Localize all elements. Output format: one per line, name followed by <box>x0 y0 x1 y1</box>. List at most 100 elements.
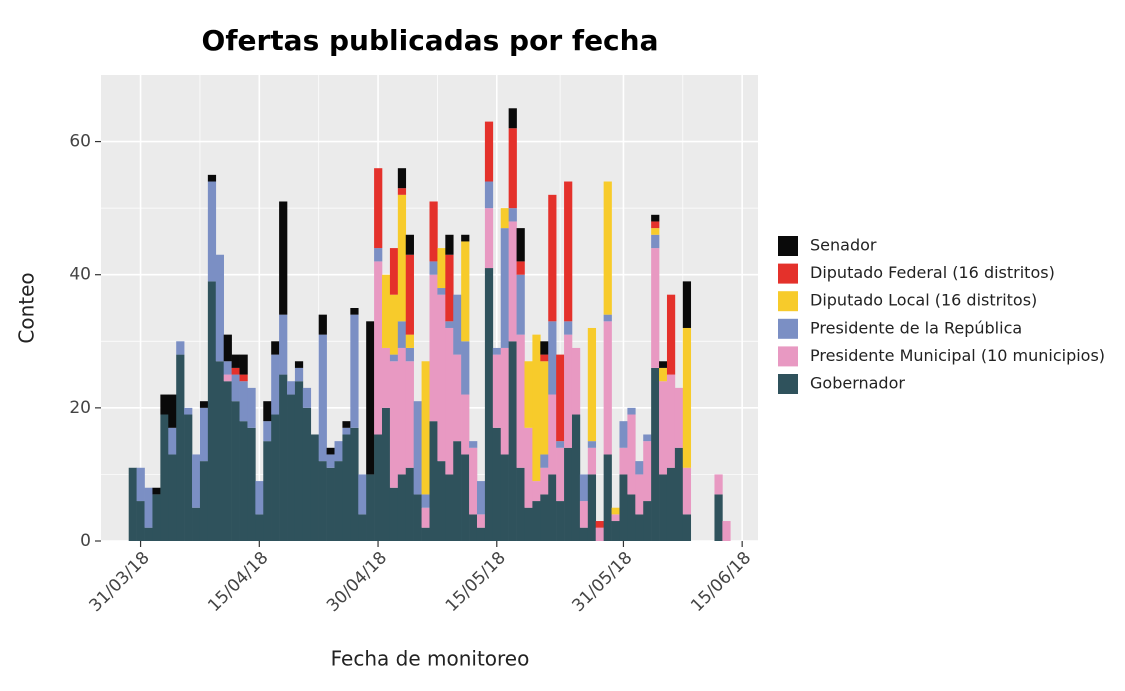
bar-segment <box>579 527 589 541</box>
bar-segment <box>445 474 454 541</box>
bar-segment <box>579 474 589 502</box>
bar-segment <box>397 347 407 475</box>
bar-segment <box>548 394 557 475</box>
bar-segment <box>611 514 620 522</box>
bar-segment <box>674 447 684 541</box>
bar-segment <box>445 321 454 328</box>
bar-segment <box>635 474 644 515</box>
bar-segment <box>382 274 391 348</box>
bar-segment <box>476 481 486 515</box>
bar-segment <box>635 461 644 475</box>
bar-segment <box>413 494 422 541</box>
bar-segment <box>674 387 684 448</box>
bar-segment <box>144 487 153 528</box>
bar-segment <box>516 334 525 468</box>
bar-segment <box>231 374 240 402</box>
bar-segment <box>136 501 145 541</box>
bar-segment <box>405 347 414 362</box>
bar-segment <box>548 321 557 395</box>
bar-segment <box>635 514 644 541</box>
bar-segment <box>564 181 573 322</box>
bar-segment <box>500 208 509 229</box>
bar-segment <box>643 434 652 442</box>
bar-segment <box>389 294 399 355</box>
bar-segment <box>651 367 660 541</box>
x-tick-label: 15/05/18 <box>442 548 510 616</box>
bar-segment <box>397 168 407 189</box>
bar-segment <box>168 427 177 455</box>
bar-segment <box>548 194 557 322</box>
bar-segment <box>287 381 296 395</box>
bar-segment <box>350 308 359 315</box>
bar-segment <box>342 427 351 435</box>
bar-segment <box>184 407 193 415</box>
bar-segment <box>152 487 161 495</box>
bar-segment <box>239 374 248 382</box>
bar-segment <box>508 108 517 129</box>
bar-segment <box>374 261 383 435</box>
bar-segment <box>199 401 209 408</box>
bar-segment <box>540 361 549 455</box>
bar-segment <box>271 414 280 541</box>
bar-segment <box>413 401 422 495</box>
bar-segment <box>374 168 383 249</box>
bar-segment <box>326 447 335 455</box>
legend-label: Diputado Local (16 distritos) <box>810 291 1037 310</box>
legend-label: Presidente Municipal (10 municipios) <box>810 346 1105 365</box>
bar-segment <box>627 494 636 541</box>
bar-segment <box>532 334 541 482</box>
bar-segment <box>492 354 502 428</box>
bar-segment <box>659 474 668 541</box>
bar-segment <box>279 374 288 541</box>
bar-segment <box>247 387 256 428</box>
bar-segment <box>587 441 597 448</box>
bar-segment <box>611 507 620 515</box>
bar-segment <box>192 507 201 541</box>
bar-segment <box>302 407 312 541</box>
bar-segment <box>508 208 517 222</box>
legend-label: Senador <box>810 236 877 255</box>
bar-segment <box>405 254 414 335</box>
bar-segment <box>651 248 660 368</box>
bar-segment <box>540 494 549 541</box>
bar-segment <box>176 354 185 541</box>
bar-segment <box>556 441 565 448</box>
bar-segment <box>318 314 327 335</box>
bar-segment <box>334 461 343 541</box>
bar-segment <box>144 527 153 541</box>
bar-segment <box>643 501 652 541</box>
bar-segment <box>294 367 304 382</box>
bar-segment <box>397 474 407 541</box>
bar-segment <box>136 467 145 502</box>
bar-segment <box>579 501 589 528</box>
bar-segment <box>484 208 494 269</box>
bar-segment <box>160 414 169 541</box>
bar-segment <box>516 467 525 541</box>
bar-segment <box>461 234 470 242</box>
bar-segment <box>279 314 288 375</box>
bar-segment <box>461 341 470 395</box>
bar-segment <box>682 514 692 541</box>
bar-segment <box>548 474 557 541</box>
bar-segment <box>429 261 438 275</box>
bar-segment <box>484 121 494 182</box>
y-tick-label: 0 <box>80 531 91 551</box>
bar-segment <box>405 361 414 468</box>
bar-segment <box>532 501 541 541</box>
bar-segment <box>207 281 217 541</box>
bar-segment <box>516 274 525 335</box>
x-tick-label: 15/04/18 <box>204 548 272 616</box>
bar-segment <box>239 421 248 541</box>
bar-segment <box>469 447 478 515</box>
bar-segment <box>556 501 565 541</box>
bar-segment <box>429 274 438 422</box>
bar-segment <box>421 507 430 528</box>
bar-segment <box>342 434 351 541</box>
bar-segment <box>619 474 628 541</box>
bar-segment <box>318 334 327 462</box>
bar-segment <box>397 321 407 348</box>
bar-segment <box>128 467 137 541</box>
bar-segment <box>453 294 462 355</box>
bar-segment <box>587 474 597 541</box>
y-axis-label: Conteo <box>15 272 39 343</box>
